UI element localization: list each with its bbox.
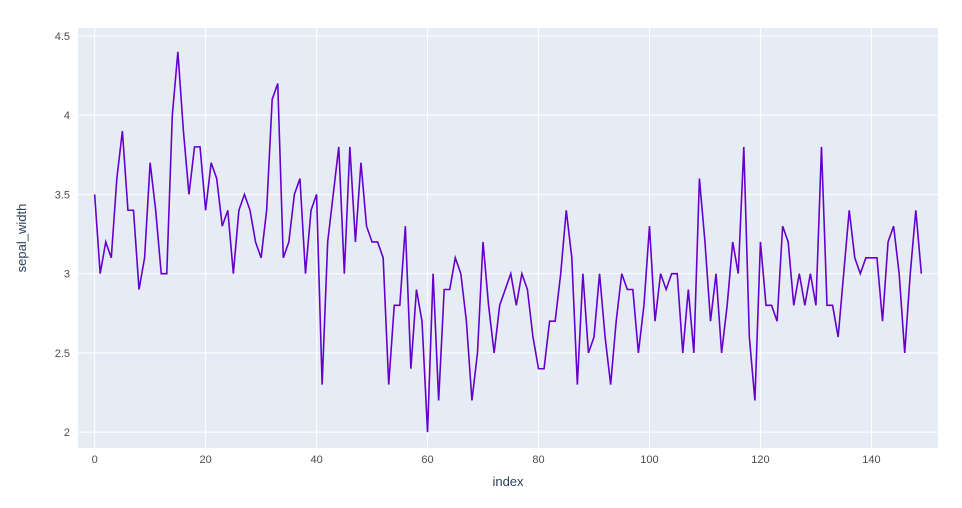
y-axis-label: sepal_width [14,204,29,273]
y-tick-label: 2 [64,427,70,439]
x-tick-label: 20 [199,454,211,466]
y-tick-label: 3.5 [55,189,70,201]
x-axis-label: index [492,474,524,489]
x-tick-label: 60 [421,454,433,466]
x-tick-label: 100 [640,454,658,466]
line-chart: 0 20 40 60 80 100 120 140 2 2.5 3 3.5 4 4.5 sepal_wi… [0,0,962,508]
plot-area-bg [78,28,938,448]
x-tick-label: 0 [92,454,98,466]
chart-svg[interactable]: 0 20 40 60 80 100 120 140 2 2.5 3 3.5 4 4.5 sepal_wi… [0,0,962,508]
x-tick-labels: 0 20 40 60 80 100 120 140 [92,454,881,466]
y-tick-label: 2.5 [55,348,70,360]
y-tick-label: 4.5 [55,31,70,43]
y-tick-label: 3 [64,269,70,281]
y-tick-labels: 2 2.5 3 3.5 4 4.5 [55,31,70,439]
x-tick-label: 140 [862,454,880,466]
x-tick-label: 80 [532,454,544,466]
x-tick-label: 120 [751,454,769,466]
y-tick-label: 4 [64,110,70,122]
x-tick-label: 40 [310,454,322,466]
